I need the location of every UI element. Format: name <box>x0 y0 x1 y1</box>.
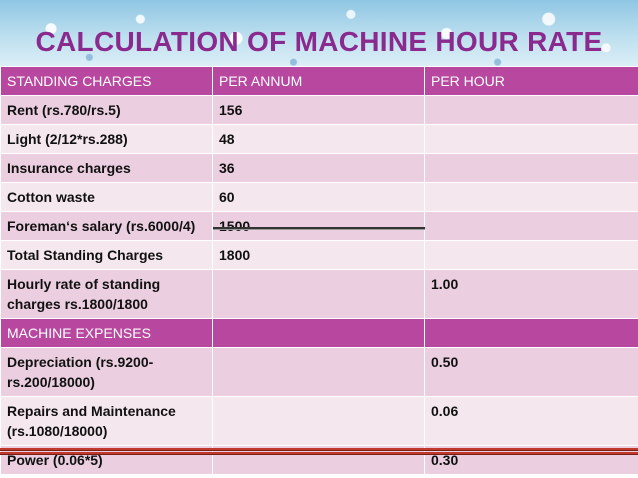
column-header: STANDING CHARGES <box>0 66 213 96</box>
row-label: Total Standing Charges <box>0 240 213 270</box>
row-label: Foreman‘s salary (rs.6000/4) <box>0 211 213 241</box>
section-filler <box>424 318 638 348</box>
per-hour-cell: 0.06 <box>424 396 638 446</box>
table-row: Light (2/12*rs.288) 48 <box>0 124 638 154</box>
row-label: Rent (rs.780/rs.5) <box>0 95 213 125</box>
total-underline <box>213 227 425 229</box>
row-label: Cotton waste <box>0 182 213 212</box>
per-annum-cell: 36 <box>212 153 425 183</box>
table-row: Hourly rate of standing charges rs.1800/… <box>0 269 638 319</box>
per-hour-cell <box>424 211 638 241</box>
table-header-row: STANDING CHARGES PER ANNUM PER HOUR <box>0 66 638 96</box>
per-hour-cell <box>424 153 638 183</box>
per-hour-cell: 1.00 <box>424 269 638 319</box>
per-hour-cell <box>424 124 638 154</box>
per-hour-cell: 0.50 <box>424 347 638 397</box>
per-hour-cell <box>424 95 638 125</box>
row-label: Light (2/12*rs.288) <box>0 124 213 154</box>
per-hour-cell <box>424 240 638 270</box>
per-annum-cell <box>212 396 425 446</box>
table-row: Power (0.06*5) 0.30 <box>0 445 638 475</box>
table-row: Depreciation (rs.9200-rs.200/18000) 0.50 <box>0 347 638 397</box>
per-annum-cell <box>212 347 425 397</box>
per-hour-cell <box>424 182 638 212</box>
row-label: Depreciation (rs.9200-rs.200/18000) <box>0 347 213 397</box>
page-title: CALCULATION OF MACHINE HOUR RATE <box>35 26 603 57</box>
per-annum-cell: 1800 <box>212 240 425 270</box>
column-header: PER ANNUM <box>212 66 425 96</box>
per-annum-cell <box>212 269 425 319</box>
per-annum-cell: 156 <box>212 95 425 125</box>
table-row: Repairs and Maintenance (rs.1080/18000) … <box>0 396 638 446</box>
section-header-row: MACHINE EXPENSES <box>0 318 638 348</box>
table-row: Insurance charges 36 <box>0 153 638 183</box>
row-label: Power (0.06*5) <box>0 445 213 475</box>
section-filler <box>212 318 425 348</box>
table-row: Cotton waste 60 <box>0 182 638 212</box>
row-label: Insurance charges <box>0 153 213 183</box>
per-annum-cell: 48 <box>212 124 425 154</box>
row-label: Repairs and Maintenance (rs.1080/18000) <box>0 396 213 446</box>
row-label: Hourly rate of standing charges rs.1800/… <box>0 269 213 319</box>
column-header: PER HOUR <box>424 66 638 96</box>
section-title: MACHINE EXPENSES <box>0 318 213 348</box>
machine-hour-rate-table: STANDING CHARGES PER ANNUM PER HOUR Rent… <box>0 66 638 475</box>
table-row: Rent (rs.780/rs.5) 156 <box>0 95 638 125</box>
per-annum-cell: 60 <box>212 182 425 212</box>
table-row: Total Standing Charges 1800 <box>0 240 638 270</box>
table-row: Foreman‘s salary (rs.6000/4) 1500 <box>0 211 638 241</box>
double-underline <box>0 452 638 454</box>
double-underline <box>0 448 638 450</box>
per-annum-cell <box>212 445 425 475</box>
per-annum-cell: 1500 <box>212 211 425 241</box>
